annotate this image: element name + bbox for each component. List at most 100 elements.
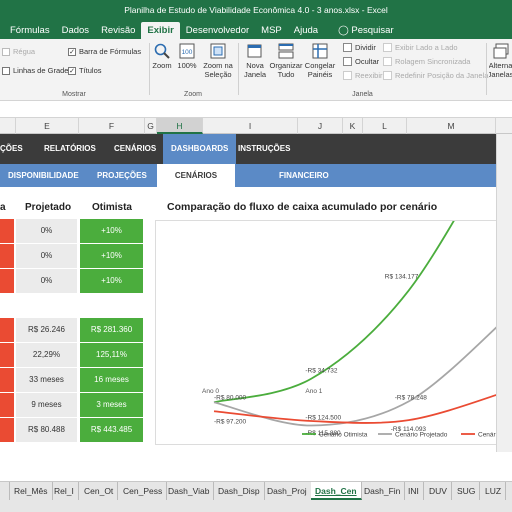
ribbon-group-mostrar: Régua ✓ Barra de Fórmulas Linhas de Grade… [0,39,148,101]
sheet-tab-dash-viab[interactable]: Dash_Viab [164,482,215,500]
table-cell: R$ 443.485 [80,418,143,442]
ribbon-group-zoom: Zoom 100 100% Zoom na Seleção Zoom [150,39,236,101]
sheet-tab-cen-pess[interactable]: Cen_Pess [119,482,168,500]
vertical-scrollbar[interactable] [496,134,512,452]
redefinir-posicao-button[interactable]: Redefinir Posição da Janela [383,71,488,80]
data-label: -R$ 97.200 [214,418,247,425]
group-label-zoom: Zoom [184,91,202,98]
subnav-cenarios[interactable]: CENÁRIOS [157,164,235,187]
sheet-tab-dash-fin[interactable]: Dash_Fin [360,482,406,500]
table-cell-pessimista [0,418,14,442]
zoom-button[interactable]: Zoom [151,42,173,71]
table-cell-pessimista [0,269,14,293]
sheet-tab-dash-cen[interactable]: Dash_Cen [311,482,362,500]
table-cell: 22,29% [16,343,77,367]
nav-relatorios[interactable]: RELATÓRIOS [44,144,96,153]
zoom-selection-button[interactable]: Zoom na Seleção [200,42,236,79]
group-label-mostrar: Mostrar [62,91,86,98]
zoom-100-button[interactable]: 100 100% [176,42,198,71]
sheet-tab-duv[interactable]: DUV [425,482,452,500]
table-cell: +10% [80,219,143,243]
table-cell: 0% [16,269,77,293]
sync-scroll-icon [383,57,392,66]
table-cell: 9 meses [16,393,77,417]
checkbox-titulos[interactable]: ✓ Títulos [68,66,102,75]
column-header-l[interactable]: L [363,118,407,134]
nav-projecoes-partial[interactable]: ÇÕES [0,144,23,153]
side-by-side-icon [383,43,392,52]
table-cell: R$ 281.360 [80,318,143,342]
data-label: -R$ 114.093 [391,426,427,433]
table-cell-pessimista [0,343,14,367]
organizar-tudo-button[interactable]: Organizar Tudo [269,42,303,79]
column-header-j[interactable]: J [298,118,343,134]
data-label: -R$ 80.000 [214,394,247,401]
lado-a-lado-button[interactable]: Exibir Lado a Lado [383,43,458,52]
freeze-panes-icon [312,43,328,59]
menu-ajuda[interactable]: Ajuda [293,25,319,36]
checkbox-regua[interactable]: Régua [2,47,35,56]
menu-dados[interactable]: Dados [61,25,90,36]
nav-instrucoes[interactable]: INSTRUÇÕES [238,144,291,153]
header-partial: a [0,202,6,213]
subnav-disponibilidade[interactable]: DISPONIBILIDADE [8,171,79,180]
legend-label: Cenário Projetado [395,432,448,439]
sheet-tab-bar: Rel_Mês Rel_I Cen_Ot Cen_Pess Dash_Viab … [0,481,512,512]
switch-windows-icon [493,43,508,59]
sheet-tab-dash-disp[interactable]: Dash_Disp [214,482,265,500]
column-header-k[interactable]: K [343,118,363,134]
sheet-tab-luz[interactable]: LUZ [481,482,507,500]
svg-text:100: 100 [182,49,193,56]
column-header-partial[interactable] [0,118,16,134]
sheet-tab-sug[interactable]: SUG [453,482,481,500]
sheet-tab-cen-ot[interactable]: Cen_Ot [80,482,119,500]
cash-flow-chart[interactable]: Ano 0 Ano 1 -R$ 80.000 -R$ 34.732 R$ 134.177… [155,220,511,445]
menu-formulas[interactable]: Fórmulas [10,25,50,36]
column-header-e[interactable]: E [16,118,79,134]
sheet-tab-rel-i[interactable]: Rel_I [50,482,79,500]
data-label: R$ 134.177 [385,273,419,280]
data-label: -R$ 115.880 [305,430,341,437]
checkbox-linhas-grade[interactable]: Linhas de Grade [2,66,68,75]
table-cell: +10% [80,244,143,268]
nova-janela-button[interactable]: Nova Janela [242,42,268,79]
alternar-janelas-button[interactable]: Alterna Janelas [489,42,512,79]
checkbox-box [2,66,10,75]
menu-msp[interactable]: MSP [261,25,282,36]
reexibir-button[interactable]: Reexibir [343,71,383,80]
nav-cenarios[interactable]: CENÁRIOS [114,144,157,153]
legend-label: Cenário Otimista [319,432,368,439]
zoom-selection-icon [210,43,226,59]
ocultar-button[interactable]: Ocultar [343,57,379,66]
column-header-m[interactable]: M [407,118,496,134]
tab-scroll-left[interactable] [0,482,10,500]
hide-icon [343,57,352,66]
search-box[interactable]: ◯ Pesquisar [324,22,394,39]
data-label: -R$ 124.500 [305,415,341,422]
table-cell: R$ 26.246 [16,318,77,342]
chart-svg: Ano 0 Ano 1 -R$ 80.000 -R$ 34.732 R$ 134.177… [202,221,511,439]
nav-dashboards[interactable]: DASHBOARDS [163,134,237,164]
menu-desenvolvedor[interactable]: Desenvolvedor [185,25,250,36]
table-cell: 0% [16,219,77,243]
column-header-f[interactable]: F [79,118,145,134]
group-label-janela: Janela [352,91,373,98]
congelar-paineis-button[interactable]: Congelar Painéis [303,42,337,79]
column-header-h[interactable]: H [157,118,203,134]
dashboard-subnav: DISPONIBILIDADE PROJEÇÕES CENÁRIOS FINAN… [0,164,496,187]
checkbox-barra-formulas[interactable]: ✓ Barra de Fórmulas [68,47,142,56]
unhide-icon [343,71,352,80]
column-header-g[interactable]: G [145,118,157,134]
subnav-projecoes[interactable]: PROJEÇÕES [97,171,147,180]
column-header-i[interactable]: I [203,118,298,134]
menu-exibir[interactable]: Exibir [141,22,180,39]
menu-revisao[interactable]: Revisão [101,25,136,36]
subnav-financeiro[interactable]: FINANCEIRO [279,171,329,180]
sheet-tab-rel-mes[interactable]: Rel_Mês [10,482,53,500]
rolagem-sincronizada-button[interactable]: Rolagem Sincronizada [383,57,470,66]
dividir-button[interactable]: Dividir [343,43,376,52]
sheet-tab-dash-proj[interactable]: Dash_Proj [263,482,312,500]
series-line-0 [213,221,455,404]
sheet-tab-ini[interactable]: INI [404,482,424,500]
